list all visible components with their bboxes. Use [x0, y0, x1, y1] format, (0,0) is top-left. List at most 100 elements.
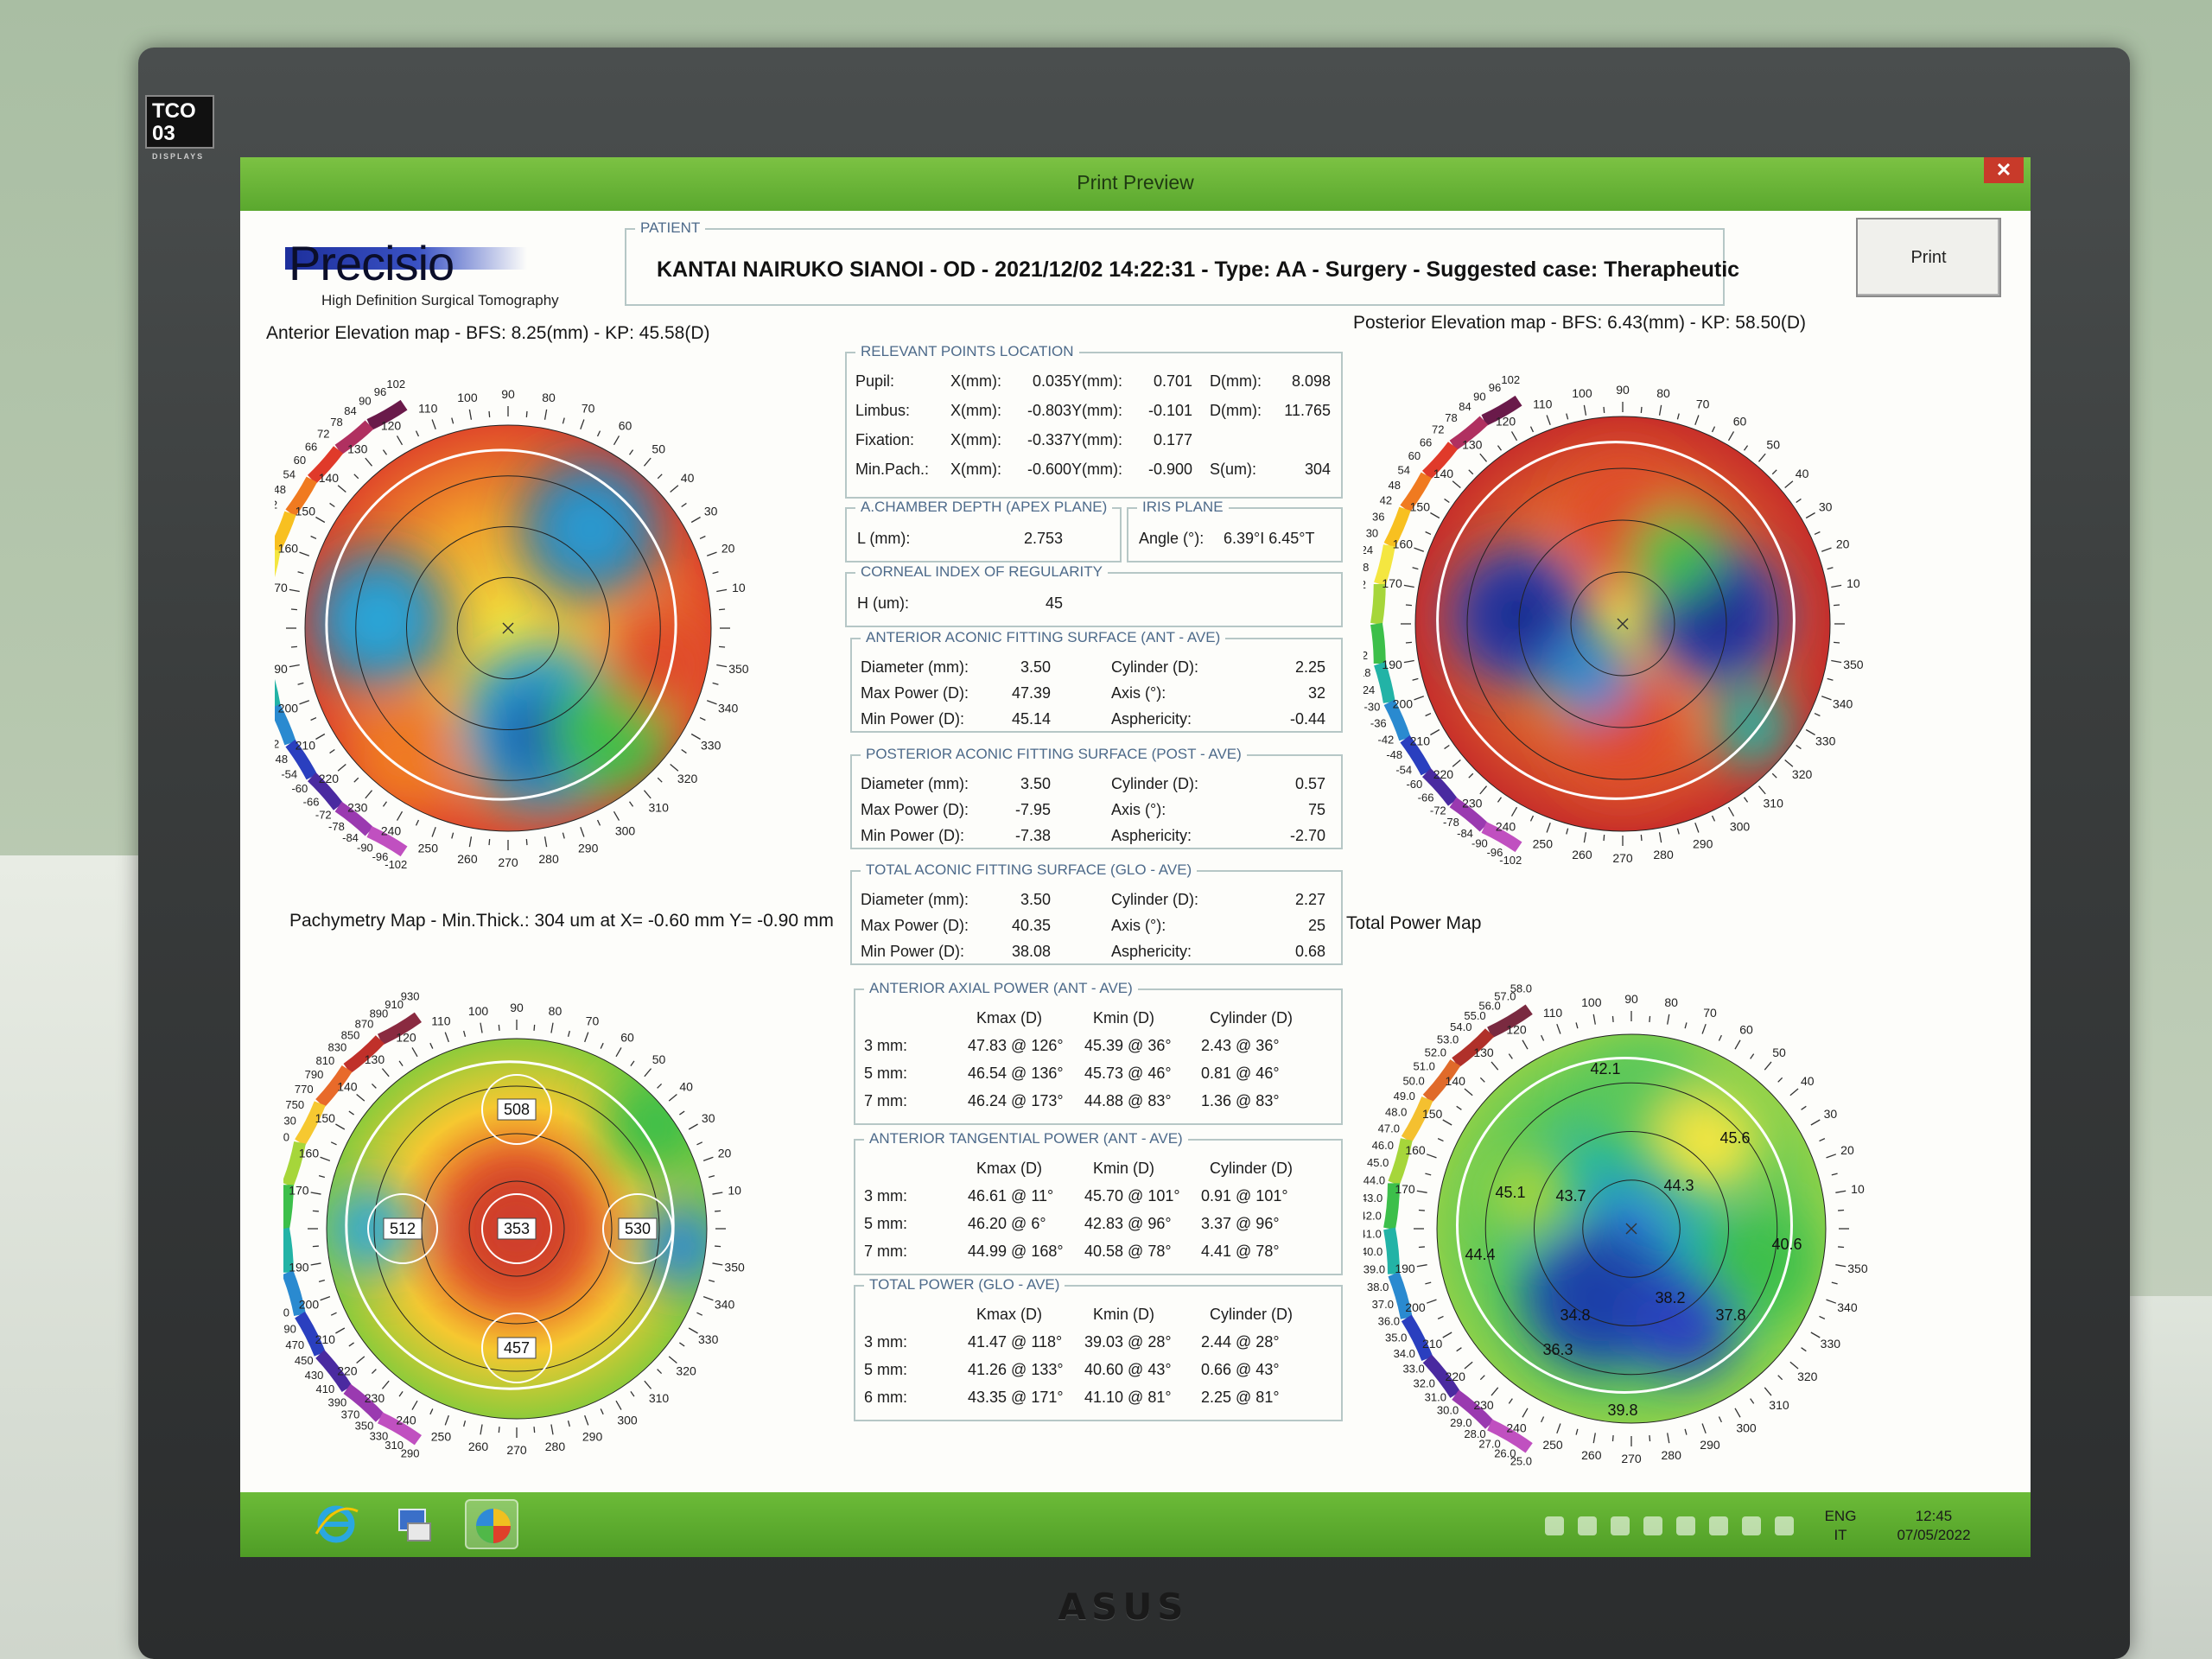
scale-label: 30: [1366, 526, 1378, 539]
angle-tick: [1814, 712, 1821, 717]
file-explorer-icon[interactable]: [387, 1499, 441, 1549]
network-icon[interactable]: [1545, 1516, 1564, 1535]
power-column-header: Cylinder (D): [1210, 1160, 1294, 1177]
angle-tick: [644, 1380, 652, 1389]
angle-tick: [1452, 480, 1461, 489]
tray-time[interactable]: 12:45: [1915, 1508, 1953, 1524]
color-scale-segment: [1383, 1227, 1400, 1274]
wifi-icon[interactable]: [1611, 1516, 1630, 1535]
angle-tick: [1834, 641, 1840, 644]
map-value: 44.4: [1465, 1246, 1495, 1263]
fit-label: Diameter (mm):: [861, 775, 969, 792]
power-value: 40.58 @ 78°: [1084, 1243, 1172, 1260]
angle-tick: [643, 790, 652, 799]
power-value: 47.83 @ 126°: [968, 1037, 1064, 1054]
angle-label: 150: [1410, 500, 1431, 514]
angle-tick: [690, 733, 701, 741]
internet-explorer-icon[interactable]: [309, 1499, 363, 1549]
signal-icon[interactable]: [1775, 1516, 1794, 1535]
angle-tick: [702, 1156, 714, 1161]
angle-label: 260: [468, 1440, 489, 1453]
tray-date[interactable]: 07/05/2022: [1897, 1527, 1971, 1543]
angle-label: 240: [1496, 820, 1516, 834]
angle-label: 110: [1533, 397, 1553, 410]
angle-tick: [468, 836, 473, 848]
angle-label: 210: [1410, 734, 1431, 748]
scale-label: 30.0: [1437, 1404, 1459, 1417]
scale-label: -66: [1418, 791, 1434, 804]
upload-icon[interactable]: [1578, 1516, 1597, 1535]
precisio-app-icon[interactable]: [465, 1499, 518, 1549]
angle-tick: [688, 1327, 698, 1334]
angle-tick: [1556, 1423, 1561, 1434]
color-scale-segment: [283, 1185, 294, 1230]
angle-tick: [1743, 797, 1749, 803]
angle-tick: [1444, 498, 1450, 504]
angle-tick: [1831, 1173, 1838, 1176]
angle-tick: [600, 1408, 604, 1415]
rp-d-label: D(mm):: [1210, 372, 1262, 390]
anterior-fit-panel: ANTERIOR ACONIC FITTING SURFACE (ANT - A…: [850, 629, 1343, 733]
angle-tick: [318, 1175, 326, 1179]
angle-tick: [1819, 1138, 1826, 1142]
angle-label: 310: [1764, 797, 1784, 810]
scale-label: 27.0: [1478, 1438, 1500, 1451]
angle-tick: [1784, 759, 1794, 767]
map-color-region: [1631, 1272, 1735, 1376]
scale-label: 40.0: [1363, 1245, 1382, 1258]
volume-icon[interactable]: [1742, 1516, 1761, 1535]
angle-label: 80: [542, 391, 556, 404]
angle-tick: [1810, 1119, 1821, 1126]
angle-tick: [580, 419, 585, 429]
tray-language[interactable]: ENG: [1824, 1508, 1857, 1524]
rp-name: Fixation:: [855, 431, 915, 448]
angle-label: 190: [1395, 1262, 1415, 1275]
angle-label: 290: [1693, 837, 1713, 851]
scale-label: -54: [1395, 763, 1412, 776]
scale-label: 390: [328, 1395, 347, 1408]
color-scale-segment: [1449, 797, 1489, 832]
fit-label: Min Power (D):: [861, 943, 965, 960]
angle-label: 260: [1581, 1448, 1602, 1462]
angle-tick: [381, 1380, 390, 1389]
corneal-index-panel: CORNEAL INDEX OF REGULARITY H (um): 45: [845, 563, 1343, 627]
angle-label: 30: [704, 505, 718, 518]
power-icon[interactable]: [1643, 1516, 1662, 1535]
scale-label: 450: [295, 1354, 314, 1367]
angle-tick: [708, 1175, 715, 1179]
angle-tick: [567, 1420, 570, 1427]
angle-label: 70: [1703, 1006, 1717, 1020]
angle-label: 280: [1662, 1448, 1682, 1462]
print-button[interactable]: Print: [1856, 218, 2001, 297]
color-scale-segment: [295, 1101, 326, 1147]
angle-label: 250: [418, 842, 439, 855]
angle-tick: [1510, 806, 1518, 817]
scale-label: 430: [305, 1369, 324, 1382]
angle-tick: [1510, 431, 1518, 442]
flag-icon[interactable]: [1709, 1516, 1728, 1535]
angle-tick: [1658, 832, 1662, 843]
angle-label: 170: [275, 581, 288, 594]
color-scale-segment: [1421, 768, 1459, 806]
scale-label: -18: [1363, 666, 1371, 679]
pachy-value-box: [497, 1217, 537, 1240]
angle-tick: [468, 409, 473, 420]
map-color-region: [612, 611, 711, 715]
angle-tick: [289, 588, 300, 593]
angle-tick: [1676, 828, 1680, 835]
angle-tick: [1541, 1034, 1545, 1041]
close-button[interactable]: ✕: [1984, 157, 2024, 183]
angle-label: 140: [337, 1079, 358, 1093]
power-value: 46.61 @ 11°: [968, 1187, 1054, 1205]
tray-region[interactable]: IT: [1834, 1527, 1847, 1543]
scale-label: 810: [316, 1054, 335, 1067]
scale-label: 28.0: [1464, 1427, 1485, 1440]
angle-tick: [670, 485, 679, 493]
center-marker: [502, 622, 514, 634]
map-ring: [1436, 1033, 1827, 1424]
map-ring: [1570, 571, 1675, 677]
angle-tick: [1838, 1246, 1845, 1249]
monitor-brand-logo: ASUS: [1058, 1586, 1189, 1628]
angle-tick: [643, 457, 652, 467]
action-center-icon[interactable]: [1676, 1516, 1695, 1535]
